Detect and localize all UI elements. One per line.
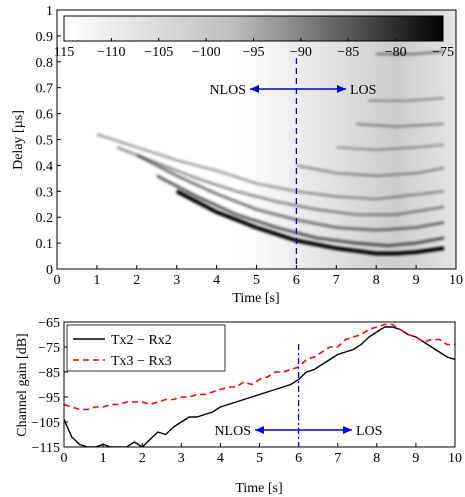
heatmap-multipath-component (296, 164, 445, 178)
y-tick-label: 0.2 (36, 211, 54, 226)
channel-gain-panel: 0 1 2 3 4 5 6 7 8 9 10 −115 −105 −95 −85 −75 −65 NLOS L… (15, 316, 462, 496)
legend: Tx2 − Rx2 Tx3 − Rx3 (66, 324, 226, 372)
y-axis-label: Delay [µs] (11, 110, 26, 170)
heatmap-multipath-component (376, 50, 445, 56)
x-tick-label: 4 (213, 273, 220, 288)
x-tick-label: 7 (334, 451, 341, 466)
x-tick-label: 7 (333, 273, 340, 288)
y-tick-label: 0.9 (36, 30, 54, 45)
nlos-los-arrow-bottom (255, 426, 352, 434)
y-tick-label: −95 (38, 391, 60, 406)
x-tick-label: 8 (373, 451, 380, 466)
x-tick-label: 5 (256, 451, 263, 466)
x-tick-label: 0 (61, 451, 68, 466)
colorbar-tick-label: 115 (54, 45, 74, 60)
legend-box (66, 324, 226, 372)
y-tick-label: 0.8 (36, 56, 54, 71)
y-tick-label: −75 (38, 341, 60, 356)
y-tick-label: −65 (38, 316, 60, 331)
heatmap-multipath-component (368, 96, 445, 102)
y-tick-label: −85 (38, 366, 60, 381)
y-tick-label: 0.4 (36, 159, 54, 174)
colorbar-tick-label: −80 (385, 45, 407, 60)
x-tick-label: 2 (133, 273, 140, 288)
colorbar-gradient (63, 15, 444, 42)
y-tick-label: −115 (32, 441, 60, 456)
colorbar: 115 −110 −105 −100 −95 −90 −85 −80 −75 (54, 15, 454, 60)
colorbar-tick-label: −100 (192, 45, 221, 60)
y-tick-label: 0.1 (36, 237, 54, 252)
nlos-label-bottom: NLOS (214, 424, 251, 439)
x-tick-label: 2 (139, 451, 146, 466)
x-tick-label: 5 (253, 273, 260, 288)
legend-label-tx2-rx2: Tx2 − Rx2 (111, 333, 172, 348)
colorbar-tick-label: −85 (337, 45, 359, 60)
x-tick-label: 1 (100, 451, 107, 466)
colorbar-tick-label: −105 (144, 45, 173, 60)
heatmap-multipath-component (96, 133, 445, 201)
heatmap-multipath-component (175, 189, 445, 256)
heatmap-multipath-component (156, 174, 445, 248)
colorbar-tick-label: −90 (290, 45, 312, 60)
x-tick-label: 3 (173, 273, 180, 288)
colorbar-tick-label: −110 (97, 45, 125, 60)
y-axis-label-bottom: Channel gain [dB] (15, 333, 30, 436)
heatmap-multipath-component (116, 145, 445, 217)
colorbar-tick-label: −75 (432, 45, 454, 60)
los-label-bottom: LOS (356, 424, 382, 439)
x-tick-label: 3 (178, 451, 185, 466)
y-tick-label: 1 (46, 4, 53, 19)
y-tick-label: 0 (46, 263, 53, 278)
x-tick-label: 4 (217, 451, 224, 466)
x-tick-label: 10 (449, 273, 463, 288)
y-tick-label: −105 (31, 416, 60, 431)
delay-profile-panel: 0 1 2 3 4 5 6 7 8 9 10 0 0.1 0.2 0.3 0.4 0.5 0.6 0.7 0.8 0.… (11, 4, 463, 306)
nlos-los-arrow (250, 85, 346, 93)
y-tick-label: 0.7 (36, 82, 54, 97)
x-axis-label: Time [s] (232, 291, 279, 306)
x-tick-label: 1 (93, 273, 100, 288)
los-label: LOS (350, 83, 376, 98)
series-line-tx2-rx2 (64, 326, 455, 447)
x-tick-label: 10 (448, 451, 462, 466)
x-tick-label: 6 (293, 273, 300, 288)
y-tick-label: 0.3 (36, 185, 54, 200)
x-tick-label: 8 (373, 273, 380, 288)
heatmap-multipath-component (356, 122, 445, 128)
x-tick-label: 9 (413, 273, 420, 288)
heatmap-multipath-component (336, 143, 445, 152)
x-tick-label: 9 (412, 451, 419, 466)
y-tick-label: 0.5 (36, 134, 54, 149)
y-tick-label: 0.6 (36, 108, 54, 123)
x-tick-label: 0 (54, 273, 61, 288)
x-tick-label: 6 (295, 451, 302, 466)
x-axis-label-bottom: Time [s] (235, 481, 282, 496)
legend-label-tx3-rx3: Tx3 − Rx3 (111, 354, 172, 369)
series-line-tx3-rx3 (64, 323, 455, 411)
colorbar-tick-label: −95 (243, 45, 265, 60)
nlos-label: NLOS (209, 83, 246, 98)
